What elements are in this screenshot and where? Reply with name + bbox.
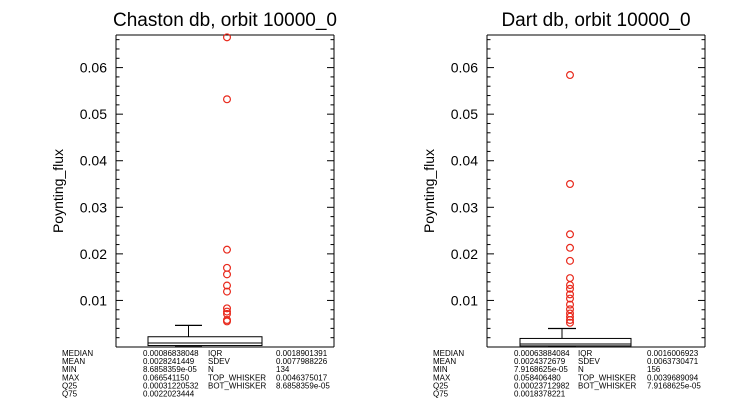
outlier-point	[565, 312, 574, 321]
outlier-point	[565, 230, 574, 239]
stat-label-2: SDEV	[578, 357, 600, 366]
stat-value: 0.00023712982	[514, 381, 570, 390]
iqr-box	[519, 337, 632, 347]
stat-label-2: IQR	[208, 349, 222, 358]
stat-label-2: TOP_WHISKER	[208, 373, 266, 382]
outlier-point	[565, 274, 574, 283]
stat-label: MEDIAN	[433, 349, 464, 358]
outlier-point	[223, 33, 232, 42]
y-tick-label: 0.01	[80, 292, 107, 308]
y-tick-label: 0.04	[80, 153, 107, 169]
y-tick-label: 0.02	[80, 246, 107, 262]
stat-value-2: 134	[276, 365, 290, 374]
stat-value: 0.0028241449	[143, 357, 195, 366]
stat-label: MEDIAN	[62, 349, 93, 358]
stat-value-2: 7.9168625e-05	[647, 381, 701, 390]
outlier-point	[223, 307, 232, 316]
outlier-point	[565, 318, 574, 327]
outlier-point	[565, 300, 574, 309]
outlier-point	[565, 284, 574, 293]
outlier-point	[223, 287, 232, 296]
stat-value: 0.0018378221	[514, 390, 566, 399]
stat-label: MIN	[62, 365, 77, 374]
outlier-point	[565, 180, 574, 189]
stat-label: MAX	[433, 373, 451, 382]
stat-value-2: 0.0018901391	[276, 349, 328, 358]
stat-label: Q25	[433, 381, 449, 390]
right-boxplot-panel: Dart db, orbit 10000_0 Poynting_flux 0.01 0…	[421, 10, 706, 399]
y-tick-label: 0.05	[80, 106, 107, 122]
stat-label: Q75	[62, 390, 78, 399]
outlier-point	[565, 243, 574, 252]
y-tick-label: 0.06	[80, 60, 107, 76]
stat-label: MEAN	[62, 357, 85, 366]
stat-value: 0.00086838048	[143, 349, 199, 358]
stat-label: MIN	[433, 365, 448, 374]
stat-value-2: 156	[647, 365, 661, 374]
stat-label: MEAN	[433, 357, 456, 366]
stat-value: 7.9168625e-05	[514, 365, 568, 374]
stat-label-2: BOT_WHISKER	[208, 381, 266, 390]
stat-label-2: BOT_WHISKER	[578, 381, 636, 390]
chart-title: Dart db, orbit 10000_0	[501, 10, 690, 31]
y-tick-label: 0.01	[451, 292, 478, 308]
stat-value: 8.6858359e-05	[143, 365, 197, 374]
outlier-point	[223, 317, 232, 326]
left-boxplot-panel: Chaston db, orbit 10000_0 Poynting_flux 0.…	[50, 10, 337, 399]
stat-label-2: TOP_WHISKER	[578, 373, 636, 382]
y-tick-label: 0.04	[451, 153, 478, 169]
outlier-point	[565, 290, 574, 299]
y-tick-label: 0.03	[451, 199, 478, 215]
stat-label: MAX	[62, 373, 80, 382]
outlier-point	[223, 263, 232, 272]
outlier-point	[565, 281, 574, 290]
outlier-point	[223, 95, 232, 104]
stat-value-2: 0.0046375017	[276, 373, 328, 382]
outlier-point	[223, 270, 232, 279]
stat-value: 0.00063884084	[514, 349, 570, 358]
outlier-point	[565, 71, 574, 80]
y-tick-label: 0.05	[451, 106, 478, 122]
y-axis-label: Poynting_flux	[421, 149, 437, 233]
stat-label: Q75	[433, 390, 449, 399]
chart-title: Chaston db, orbit 10000_0	[113, 10, 337, 31]
stat-label-2: N	[578, 365, 584, 374]
stat-value-2: 8.6858359e-05	[276, 381, 330, 390]
stat-value: 0.0022023444	[143, 390, 195, 399]
stat-value: 0.0024372679	[514, 357, 566, 366]
y-tick-label: 0.02	[451, 246, 478, 262]
stat-value: 0.066541150	[143, 373, 190, 382]
y-axis-label: Poynting_flux	[50, 149, 66, 233]
stat-value-2: 0.0063730471	[647, 357, 699, 366]
stat-label-2: N	[208, 365, 214, 374]
stat-label-2: IQR	[578, 349, 592, 358]
stat-value: 0.00031220532	[143, 381, 199, 390]
y-tick-label: 0.03	[80, 199, 107, 215]
y-tick-label: 0.06	[451, 60, 478, 76]
stat-label: Q25	[62, 381, 78, 390]
stat-value-2: 0.0039689094	[647, 373, 699, 382]
outlier-point	[223, 281, 232, 290]
outlier-point	[223, 309, 232, 318]
stat-label-2: SDEV	[208, 357, 230, 366]
outlier-point	[565, 315, 574, 324]
outlier-point	[565, 256, 574, 265]
outlier-point	[223, 245, 232, 254]
outlier-point	[223, 304, 232, 313]
stat-value-2: 0.0016006923	[647, 349, 699, 358]
stat-value-2: 0.0077988226	[276, 357, 328, 366]
stat-value: 0.058406480	[514, 373, 561, 382]
outlier-point	[565, 294, 574, 303]
iqr-box	[147, 336, 263, 347]
outlier-point	[565, 305, 574, 314]
